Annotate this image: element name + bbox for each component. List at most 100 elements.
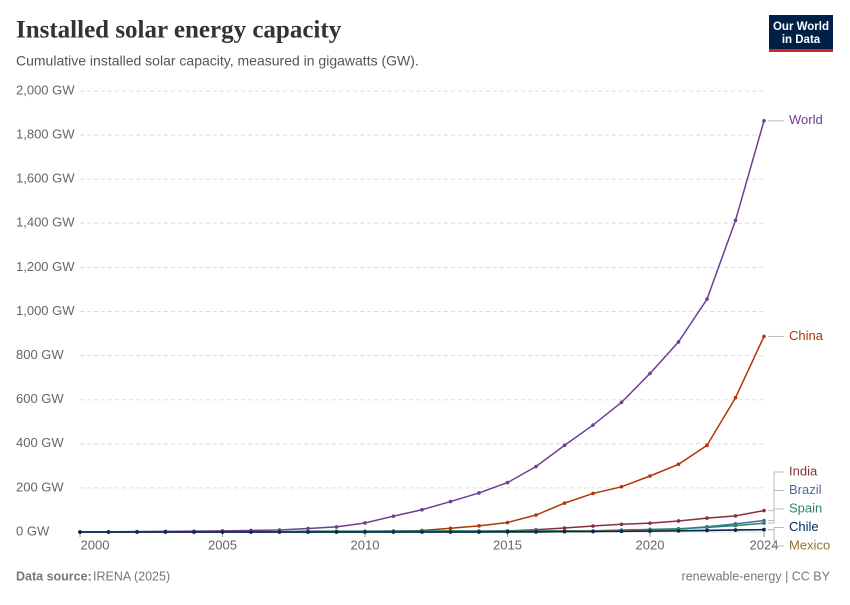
data-point xyxy=(676,340,681,344)
license[interactable]: renewable-energy | CC BY xyxy=(682,569,831,583)
data-point xyxy=(591,524,595,528)
legend-label: Spain xyxy=(789,500,822,515)
data-point xyxy=(591,491,595,496)
data-point xyxy=(733,528,738,532)
data-point xyxy=(420,530,424,534)
data-point xyxy=(733,523,738,528)
chart-subtitle: Cumulative installed solar capacity, mea… xyxy=(16,53,419,69)
source: IRENA (2025) xyxy=(93,569,170,583)
data-point xyxy=(648,371,652,376)
data-point xyxy=(334,530,339,534)
x-tick-label: 2005 xyxy=(208,537,237,552)
label-leader xyxy=(768,529,784,547)
data-point xyxy=(705,528,709,533)
data-point xyxy=(78,530,82,534)
data-point xyxy=(192,530,196,534)
data-point xyxy=(306,530,310,534)
y-tick-label: 1,200 GW xyxy=(16,259,75,274)
logo[interactable] xyxy=(769,15,833,52)
data-point xyxy=(277,530,282,534)
data-point xyxy=(534,464,538,469)
data-point xyxy=(562,529,567,534)
data-point xyxy=(648,521,652,525)
label-leader xyxy=(768,508,784,524)
legend-label: World xyxy=(789,112,823,127)
data-point xyxy=(505,480,510,485)
data-point xyxy=(762,518,766,523)
data-point xyxy=(448,530,453,534)
data-point xyxy=(676,462,681,467)
y-tick-label: 1,400 GW xyxy=(16,215,75,230)
data-point xyxy=(648,474,652,478)
source-label: Data source: xyxy=(16,569,92,583)
logo-text: Our World xyxy=(773,21,829,33)
data-point xyxy=(334,525,339,529)
y-tick-label: 1,600 GW xyxy=(16,171,75,186)
label-leader xyxy=(768,527,784,531)
y-tick-label: 200 GW xyxy=(16,479,64,494)
logo-stripe xyxy=(769,49,833,52)
data-point xyxy=(448,526,453,531)
x-tick-label: 2024 xyxy=(750,537,779,552)
data-point xyxy=(220,530,225,534)
series-line xyxy=(80,336,765,533)
data-point xyxy=(505,529,510,534)
y-tick-label: 400 GW xyxy=(16,435,64,450)
x-tick-label: 2015 xyxy=(493,537,522,552)
data-point xyxy=(705,443,709,448)
data-point xyxy=(135,530,139,534)
data-point xyxy=(562,443,567,448)
data-point xyxy=(363,530,367,534)
legend-label: India xyxy=(789,463,818,478)
x-tick-label: 2000 xyxy=(81,537,110,552)
data-point xyxy=(762,118,766,123)
legend-label: China xyxy=(789,328,824,343)
data-point xyxy=(762,334,766,339)
data-point xyxy=(391,514,396,518)
data-point xyxy=(562,501,567,505)
data-point xyxy=(363,521,367,525)
data-point xyxy=(477,530,481,534)
data-point xyxy=(705,297,709,301)
data-point xyxy=(619,529,624,534)
y-tick-label: 600 GW xyxy=(16,391,64,406)
data-point xyxy=(762,521,766,525)
data-point xyxy=(391,530,396,534)
data-point xyxy=(306,526,310,531)
data-point xyxy=(619,400,624,405)
label-leader xyxy=(768,490,784,522)
data-point xyxy=(477,491,481,495)
data-point xyxy=(733,395,738,400)
label-leader xyxy=(768,471,784,512)
data-point xyxy=(762,527,766,532)
series-line xyxy=(80,120,765,533)
data-point xyxy=(420,507,424,512)
data-point xyxy=(762,508,766,513)
x-tick-label: 2010 xyxy=(351,537,380,552)
legend-label: Mexico xyxy=(789,537,830,552)
y-tick-label: 1,000 GW xyxy=(16,303,75,318)
y-tick-label: 1,800 GW xyxy=(16,127,75,142)
data-point xyxy=(733,218,738,223)
y-tick-label: 800 GW xyxy=(16,347,64,362)
data-point xyxy=(619,522,624,527)
data-point xyxy=(249,530,253,534)
logo-text: in Data xyxy=(782,34,821,46)
data-point xyxy=(591,423,595,427)
data-point xyxy=(106,530,111,534)
data-point xyxy=(477,524,481,528)
data-point xyxy=(534,513,538,517)
data-point xyxy=(562,526,567,530)
y-tick-label: 2,000 GW xyxy=(16,82,75,97)
data-point xyxy=(676,519,681,523)
data-point xyxy=(505,520,510,525)
y-tick-label: 0 GW xyxy=(16,523,50,538)
data-point xyxy=(534,529,538,534)
data-point xyxy=(591,529,595,534)
data-point xyxy=(676,529,681,533)
data-point xyxy=(619,484,624,489)
data-point xyxy=(705,516,709,520)
data-point xyxy=(448,499,453,504)
data-point xyxy=(648,529,652,533)
